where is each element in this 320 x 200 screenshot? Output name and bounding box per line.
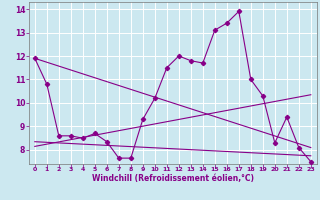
X-axis label: Windchill (Refroidissement éolien,°C): Windchill (Refroidissement éolien,°C) — [92, 174, 254, 183]
